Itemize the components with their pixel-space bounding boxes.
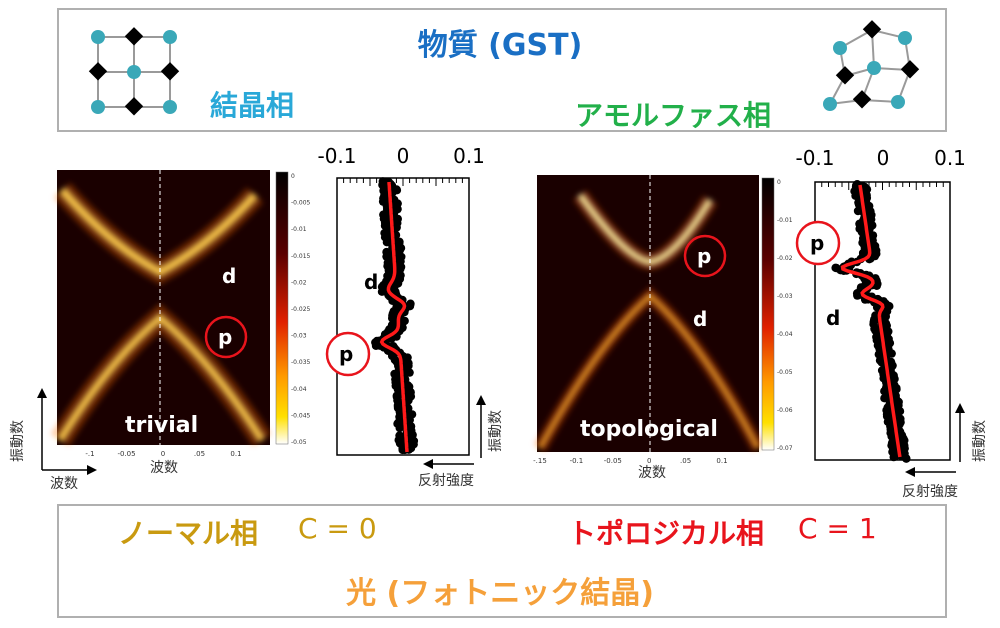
x-tick-label: -0.1 — [570, 457, 584, 465]
x-axis-label-wavenumber: 波数 — [638, 465, 666, 481]
data-point — [395, 423, 404, 433]
band-p-label: p — [810, 231, 824, 255]
colorbar-tick-label: -0.01 — [777, 217, 793, 224]
p-band-circle-marker — [795, 220, 841, 266]
colorbar — [761, 177, 775, 451]
colorbar-tick-label: -0.05 — [777, 369, 793, 376]
data-point — [902, 454, 911, 463]
colorbar-tick-label: -0.03 — [777, 293, 793, 300]
x-tick: -0.1 — [795, 146, 834, 170]
data-point — [889, 452, 898, 462]
x-tick: -0.1 — [317, 144, 356, 168]
y-axis-label-frequency: 振動数 — [10, 420, 26, 462]
trivial-band-map: d p trivial 0 -0.005 -0.01 -0.015 -0.02 -0.02… — [50, 170, 311, 476]
fit-curve — [379, 181, 409, 453]
x-axis-label-reflectance: 反射強度 — [418, 473, 474, 489]
colorbar-tick-label: -0.06 — [777, 407, 793, 414]
colorbar-tick-label: -0.07 — [777, 445, 793, 452]
band-p-label: p — [339, 342, 353, 366]
x-tick-label: -0.05 — [604, 457, 622, 465]
x-tick-label: -.15 — [533, 457, 547, 465]
colorbar-tick-label: -0.02 — [291, 279, 307, 286]
x-axis-label-wavenumber-arrow: 波数 — [50, 476, 78, 492]
x-tick: 0.1 — [453, 144, 485, 168]
colorbar-tick-label: 0 — [291, 173, 295, 180]
data-point — [377, 287, 387, 296]
phase-label-topological: topological — [580, 417, 718, 442]
left-axes-arrows: 振動数 波数 — [10, 388, 97, 492]
p-band-circle-marker — [683, 234, 727, 278]
y-axis-label-frequency: 振動数 — [488, 410, 504, 452]
band-d-label: d — [693, 307, 707, 331]
material-title: 物質 (GST) — [417, 28, 583, 63]
x-tick-label: 0 — [647, 457, 651, 465]
crystal-lattice-icon — [88, 27, 180, 116]
amorphous-phase-label: アモルファス相 — [575, 99, 772, 132]
colorbar-tick-label: -0.04 — [777, 331, 793, 338]
x-tick-label: -0.05 — [117, 450, 135, 458]
x-tick-label: .05 — [194, 450, 205, 458]
chern-number-zero: C = 0 — [298, 512, 377, 545]
topological-band-map: p d topological 0 -0.01 -0.02 -0.03 -0.04 -0.… — [533, 175, 793, 481]
y-axis-label-frequency: 振動数 — [972, 420, 988, 462]
colorbar-tick-label: -0.04 — [291, 386, 307, 393]
colorbar-tick-label: -0.035 — [291, 359, 311, 366]
topological-phase-label: トポロジカル相 — [568, 517, 765, 550]
fit-curve — [840, 184, 902, 458]
x-tick: 0 — [397, 144, 410, 168]
light-panel — [57, 504, 947, 618]
band-p-label: p — [218, 325, 232, 349]
phase-label-trivial: trivial — [125, 413, 198, 438]
colorbar-tick-label: -0.045 — [291, 412, 311, 419]
trivial-reflectance-spectrum: -0.1 0 0.1 d p 振動数 反射強度 — [317, 144, 504, 489]
colorbar-tick-label: -0.025 — [291, 306, 311, 313]
colorbar-tick-label: -0.015 — [291, 253, 311, 260]
band-p-label: p — [697, 244, 711, 268]
x-tick-label: .05 — [680, 457, 691, 465]
band-d-label: d — [222, 264, 236, 288]
x-tick-label: 0.1 — [230, 450, 241, 458]
data-point — [405, 368, 414, 377]
x-tick-label: -.1 — [85, 450, 94, 458]
colorbar-tick-label: 0 — [777, 179, 781, 186]
x-tick: 0.1 — [934, 146, 966, 170]
colorbar-tick-label: -0.03 — [291, 333, 307, 340]
band-d-label: d — [364, 270, 378, 294]
x-tick-label: 0 — [161, 450, 165, 458]
x-tick-label: 0.1 — [716, 457, 727, 465]
x-axis-label-reflectance: 反射強度 — [902, 484, 958, 500]
x-tick: 0 — [877, 146, 890, 170]
p-band-circle-marker — [325, 331, 371, 377]
crystal-phase-label: 結晶相 — [210, 89, 295, 122]
material-panel — [57, 8, 947, 132]
colorbar — [275, 171, 289, 445]
colorbar-tick-label: -0.005 — [291, 200, 311, 207]
p-band-circle-marker — [204, 315, 248, 359]
chern-number-one: C = 1 — [798, 512, 877, 545]
x-axis-label-wavenumber: 波数 — [150, 460, 178, 476]
colorbar-tick-label: -0.02 — [777, 255, 793, 262]
normal-phase-label: ノーマル相 — [118, 517, 259, 550]
topological-reflectance-spectrum: -0.1 0 0.1 p d 振動数 反射強度 — [795, 146, 988, 500]
band-d-label: d — [826, 306, 840, 330]
colorbar-tick-label: -0.01 — [291, 226, 307, 233]
amorphous-lattice-icon — [823, 20, 920, 111]
colorbar-tick-label: -0.05 — [291, 439, 307, 446]
photonic-crystal-title: 光 (フォトニック結晶) — [346, 576, 654, 611]
